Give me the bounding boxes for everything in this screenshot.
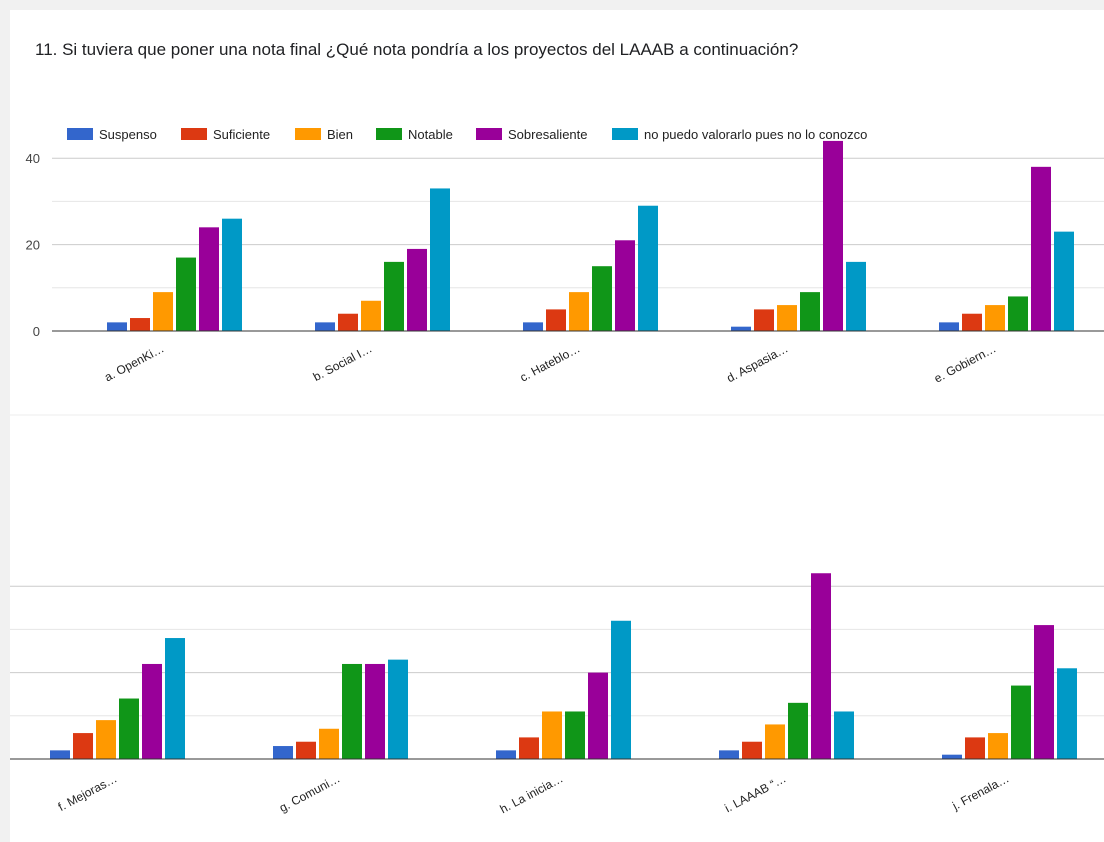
legend-swatch-no-puedo-valorarlo-pues-no-lo-conozco[interactable]: [612, 128, 638, 140]
bar-a-openki-sobresaliente[interactable]: [199, 227, 219, 331]
bar-c-hateblo-notable[interactable]: [592, 266, 612, 331]
bar-c-hateblo-bien[interactable]: [569, 292, 589, 331]
bar-h-la-inicia-sobresaliente[interactable]: [588, 672, 608, 759]
bar-f-mejoras-sobresaliente[interactable]: [142, 663, 162, 759]
category-label: d. Aspasia…: [724, 341, 790, 385]
bar-c-hateblo-sobresaliente[interactable]: [615, 240, 635, 331]
legend-label-bien: Bien: [327, 127, 353, 142]
bar-d-aspasia-notable[interactable]: [800, 292, 820, 331]
bar-e-gobiern-sobresaliente[interactable]: [1031, 166, 1051, 331]
question-title: 11. Si tuviera que poner una nota final …: [35, 40, 799, 59]
chart-card: 11. Si tuviera que poner una nota final …: [10, 10, 1104, 842]
legend-swatch-sobresaliente[interactable]: [476, 128, 502, 140]
category-label: b. Social I…: [311, 341, 375, 384]
bar-b-social-i-suspenso[interactable]: [315, 322, 335, 331]
category-label: i. LAAAB “…: [722, 771, 788, 815]
bar-f-mejoras-notable[interactable]: [119, 698, 139, 759]
bar-c-hateblo-suficiente[interactable]: [546, 309, 566, 331]
bar-c-hateblo-no-puedo-valorarlo-pues-no-lo-conozco[interactable]: [638, 205, 658, 331]
y-tick-label: 40: [26, 151, 40, 166]
legend-label-sobresaliente: Sobresaliente: [508, 127, 588, 142]
legend-label-suspenso: Suspenso: [99, 127, 157, 142]
bar-g-comuni-suspenso[interactable]: [273, 746, 293, 759]
bar-a-openki-notable[interactable]: [176, 257, 196, 331]
bar-f-mejoras-suficiente[interactable]: [73, 733, 93, 759]
legend-swatch-bien[interactable]: [295, 128, 321, 140]
legend-swatch-notable[interactable]: [376, 128, 402, 140]
bar-i-laaab-suficiente[interactable]: [742, 741, 762, 759]
bar-a-openki-no-puedo-valorarlo-pues-no-lo-conozco[interactable]: [222, 218, 242, 331]
y-tick-label: 0: [33, 324, 40, 339]
bar-d-aspasia-no-puedo-valorarlo-pues-no-lo-conozco[interactable]: [846, 261, 866, 331]
category-label: f. Mejoras…: [56, 771, 120, 814]
bar-a-openki-suficiente[interactable]: [130, 318, 150, 331]
bar-h-la-inicia-suspenso[interactable]: [496, 750, 516, 759]
bar-d-aspasia-bien[interactable]: [777, 305, 797, 331]
bar-d-aspasia-suspenso[interactable]: [731, 326, 751, 331]
bar-chart: Suspenso Suficiente Bien Notable Sobresalien…: [10, 127, 1104, 816]
bar-h-la-inicia-suficiente[interactable]: [519, 737, 539, 759]
bar-e-gobiern-bien[interactable]: [985, 305, 1005, 331]
bar-i-laaab-no-puedo-valorarlo-pues-no-lo-conozco[interactable]: [834, 711, 854, 759]
bar-a-openki-suspenso[interactable]: [107, 322, 127, 331]
bar-b-social-i-sobresaliente[interactable]: [407, 248, 427, 331]
bar-b-social-i-no-puedo-valorarlo-pues-no-lo-conozco[interactable]: [430, 188, 450, 331]
bar-e-gobiern-notable[interactable]: [1008, 296, 1028, 331]
bar-j-frenala-sobresaliente[interactable]: [1034, 625, 1054, 759]
legend-label-notable: Notable: [408, 127, 453, 142]
bar-g-comuni-bien[interactable]: [319, 728, 339, 759]
bar-i-laaab-bien[interactable]: [765, 724, 785, 759]
category-label: h. La inicia…: [498, 771, 566, 816]
category-label: a. OpenKi…: [102, 341, 166, 384]
bar-e-gobiern-no-puedo-valorarlo-pues-no-lo-conozco[interactable]: [1054, 231, 1074, 331]
bar-g-comuni-no-puedo-valorarlo-pues-no-lo-conozco[interactable]: [388, 659, 408, 759]
bar-j-frenala-notable[interactable]: [1011, 685, 1031, 759]
legend-swatch-suficiente[interactable]: [181, 128, 207, 140]
bar-g-comuni-sobresaliente[interactable]: [365, 663, 385, 759]
bar-e-gobiern-suspenso[interactable]: [939, 322, 959, 331]
bar-g-comuni-suficiente[interactable]: [296, 741, 316, 759]
bar-a-openki-bien[interactable]: [153, 292, 173, 331]
bar-i-laaab-sobresaliente[interactable]: [811, 573, 831, 759]
legend-swatch-suspenso[interactable]: [67, 128, 93, 140]
category-label: e. Gobiern…: [932, 341, 999, 385]
bar-f-mejoras-no-puedo-valorarlo-pues-no-lo-conozco[interactable]: [165, 638, 185, 759]
bar-b-social-i-suficiente[interactable]: [338, 313, 358, 331]
bar-j-frenala-no-puedo-valorarlo-pues-no-lo-conozco[interactable]: [1057, 668, 1077, 759]
legend-label-suficiente: Suficiente: [213, 127, 270, 142]
bar-j-frenala-suspenso[interactable]: [942, 754, 962, 759]
bar-h-la-inicia-bien[interactable]: [542, 711, 562, 759]
category-label: c. Hateblo…: [518, 341, 583, 384]
bar-c-hateblo-suspenso[interactable]: [523, 322, 543, 331]
bar-h-la-inicia-notable[interactable]: [565, 711, 585, 759]
bar-i-laaab-suspenso[interactable]: [719, 750, 739, 759]
legend-label-no-puedo-valorarlo-pues-no-lo-conozco: no puedo valorarlo pues no lo conozco: [644, 127, 867, 142]
bar-i-laaab-notable[interactable]: [788, 702, 808, 759]
bar-f-mejoras-suspenso[interactable]: [50, 750, 70, 759]
bar-j-frenala-suficiente[interactable]: [965, 737, 985, 759]
bar-d-aspasia-suficiente[interactable]: [754, 309, 774, 331]
bar-f-mejoras-bien[interactable]: [96, 720, 116, 759]
bar-h-la-inicia-no-puedo-valorarlo-pues-no-lo-conozco[interactable]: [611, 620, 631, 759]
category-label: g. Comuni…: [277, 771, 342, 815]
bar-g-comuni-notable[interactable]: [342, 663, 362, 759]
category-label: j. Frenala…: [949, 771, 1011, 813]
bar-j-frenala-bien[interactable]: [988, 733, 1008, 759]
bar-b-social-i-bien[interactable]: [361, 300, 381, 331]
bar-b-social-i-notable[interactable]: [384, 261, 404, 331]
bar-d-aspasia-sobresaliente[interactable]: [823, 140, 843, 331]
y-tick-label: 20: [26, 238, 40, 253]
bar-e-gobiern-suficiente[interactable]: [962, 313, 982, 331]
